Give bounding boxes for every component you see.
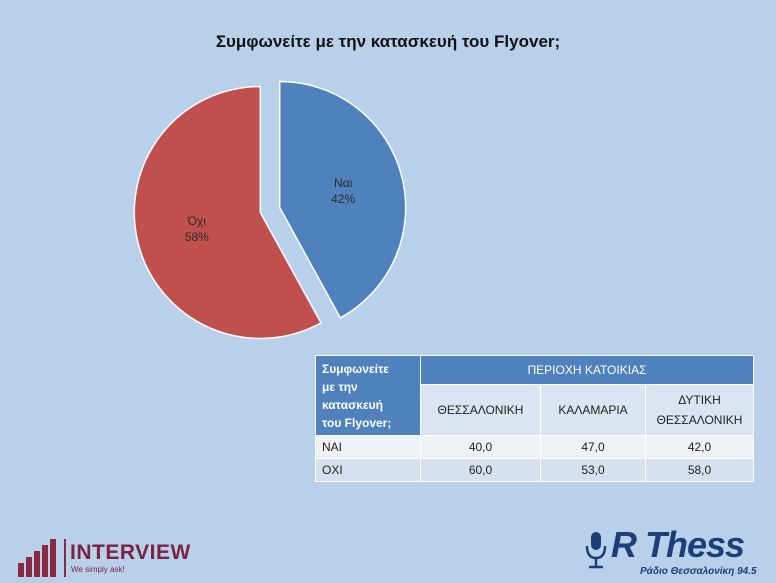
rthess-logo: R Thess Ράδιο Θεσσαλονίκη 94.5 xyxy=(583,524,773,578)
rthess-name: R Thess xyxy=(611,524,745,565)
pie-slice-percent-label: 58% xyxy=(185,230,209,244)
pie-slice-percent-label: 42% xyxy=(331,192,355,206)
pie-slice-1 xyxy=(133,85,323,340)
pie-chart: Ναι 42% Όχι 58% xyxy=(133,80,407,340)
table-cell: 47,0 xyxy=(540,435,646,459)
table-cell: 40,0 xyxy=(420,435,541,459)
interview-logo: INTERVIEW We simply ask! xyxy=(18,537,198,577)
results-table: Συμφωνείτε με την κατασκευή του Flyover;… xyxy=(315,355,754,482)
rthess-tagline: Ράδιο Θεσσαλονίκη 94.5 xyxy=(640,566,757,577)
interview-name: INTERVIEW xyxy=(70,541,191,564)
chart-title: Συμφωνείτε με την κατασκευή του Flyover; xyxy=(215,32,561,51)
pie-slice-label: Ναι xyxy=(334,176,353,190)
table-cell: 42,0 xyxy=(645,435,754,459)
region-group-header: ΠΕΡΙΟΧΗ ΚΑΤΟΙΚΙΑΣ xyxy=(420,355,754,385)
row-label-yes: ΝΑΙ xyxy=(315,435,421,459)
table-cell: 60,0 xyxy=(420,458,541,482)
question-line: κατασκευή xyxy=(322,397,383,412)
column-header-thessaloniki: ΘΕΣΣΑΛΟΝΙΚΗ xyxy=(420,384,541,436)
microphone-icon xyxy=(585,532,607,569)
question-line: με την xyxy=(322,379,358,394)
column-header-text: ΘΕΣΣΑΛΟΝΙΚΗ xyxy=(656,413,743,427)
question-header-cell: Συμφωνείτε με την κατασκευή του Flyover; xyxy=(315,355,421,436)
table-row: ΟΧΙ 60,0 53,0 58,0 xyxy=(315,458,754,482)
pie-slice-label: Όχι xyxy=(187,214,207,228)
column-header-text: ΘΕΣΣΑΛΟΝΙΚΗ xyxy=(437,403,524,417)
table-cell: 58,0 xyxy=(645,458,754,482)
column-header-text: ΚΑΛΑΜΑΡΙΑ xyxy=(558,403,628,417)
pie-slice-0 xyxy=(278,80,407,319)
interview-tagline: We simply ask! xyxy=(71,565,125,574)
question-line: Συμφωνείτε xyxy=(322,361,390,376)
question-line: του Flyover; xyxy=(322,415,392,430)
column-header-west-thessaloniki: ΔΥΤΙΚΗ ΘΕΣΣΑΛΟΝΙΚΗ xyxy=(645,384,754,436)
table-row: ΝΑΙ 40,0 47,0 42,0 xyxy=(315,435,754,459)
interview-divider xyxy=(64,539,66,577)
table-cell: 53,0 xyxy=(540,458,646,482)
row-label-no: ΟΧΙ xyxy=(315,458,421,482)
column-header-text: ΔΥΤΙΚΗ xyxy=(678,393,721,407)
column-header-kalamaria: ΚΑΛΑΜΑΡΙΑ xyxy=(540,384,646,436)
